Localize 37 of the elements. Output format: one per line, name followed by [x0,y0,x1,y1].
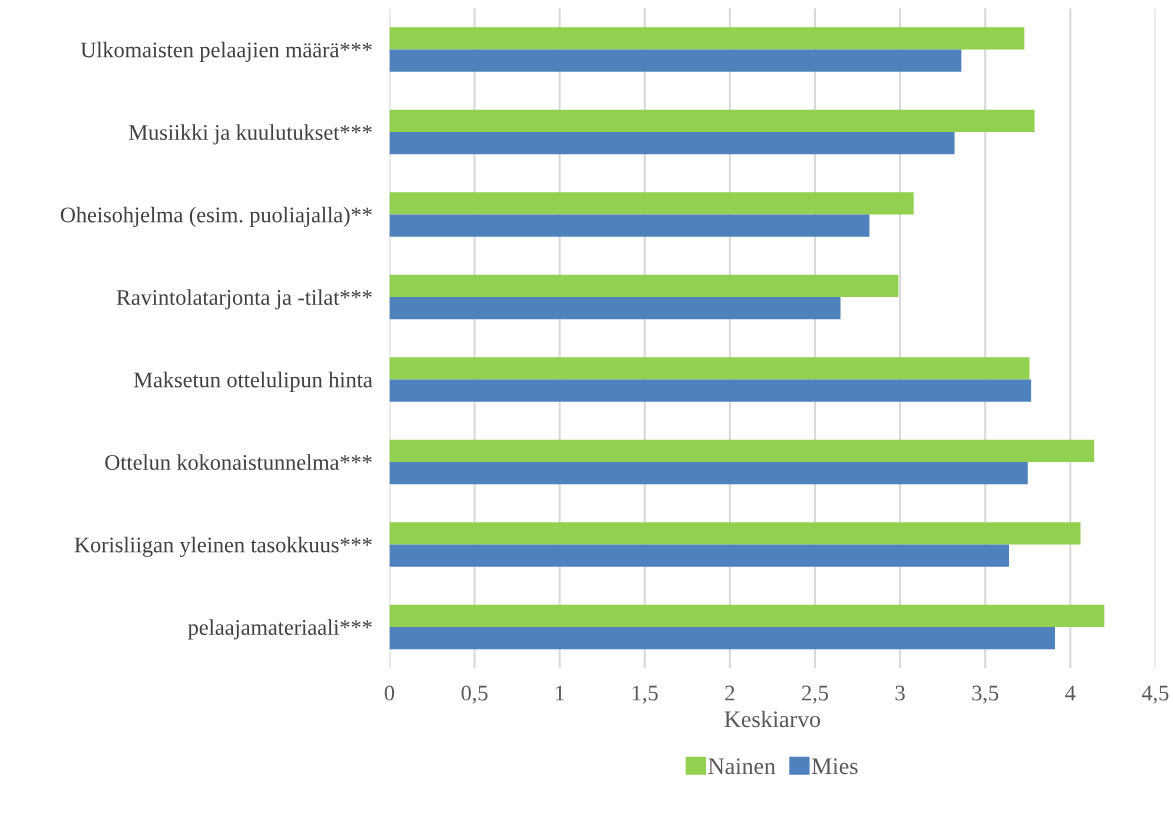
bar [389,357,1030,380]
y-tick-label: pelaajamateriaali*** [188,619,372,640]
bar [389,132,955,155]
bar [389,192,914,215]
bar [389,214,870,237]
x-tick-label: 3 [895,685,905,701]
x-tick-label: 0,5 [461,685,488,704]
x-tick-label: 1,5 [632,685,658,704]
bar [389,604,1105,627]
y-tick-label: Ottelun kokonaistunnelma*** [105,454,372,470]
x-axis-title: Keskiarvo [724,710,821,728]
y-tick-label: Korisliigan yleinen tasokkuus*** [74,536,372,558]
bar [389,462,1028,485]
x-tick-label: 2 [725,685,735,701]
bar [389,109,1035,132]
bar [389,297,841,320]
bar [389,49,962,72]
x-tick-label: 0 [384,685,395,701]
x-tick-label: 2,5 [802,685,828,704]
y-tick-label: Ulkomaisten pelaajien määrä*** [80,41,372,62]
y-tick-label: Oheisohjelma (esim. puoliajalla)** [60,206,372,227]
bar [389,379,1032,402]
x-tick-label: 4,5 [1141,685,1169,704]
bar [389,627,1055,650]
bar [389,439,1095,462]
bar [389,544,1010,567]
y-tick-label: Maksetun ottelulipun hinta [133,371,373,392]
legend-label: Nainen [708,758,776,775]
bar [389,522,1081,545]
y-tick-label: Ravintolatarjonta ja -tilat*** [116,289,372,310]
y-tick-label: Musiikki ja kuulutukset*** [128,124,372,145]
legend-label: Mies [811,758,858,775]
x-tick-label: 3,5 [972,685,999,704]
bar [389,27,1025,50]
x-tick-label: 4 [1065,685,1076,701]
bar [389,274,899,297]
x-tick-label: 1 [556,685,564,701]
